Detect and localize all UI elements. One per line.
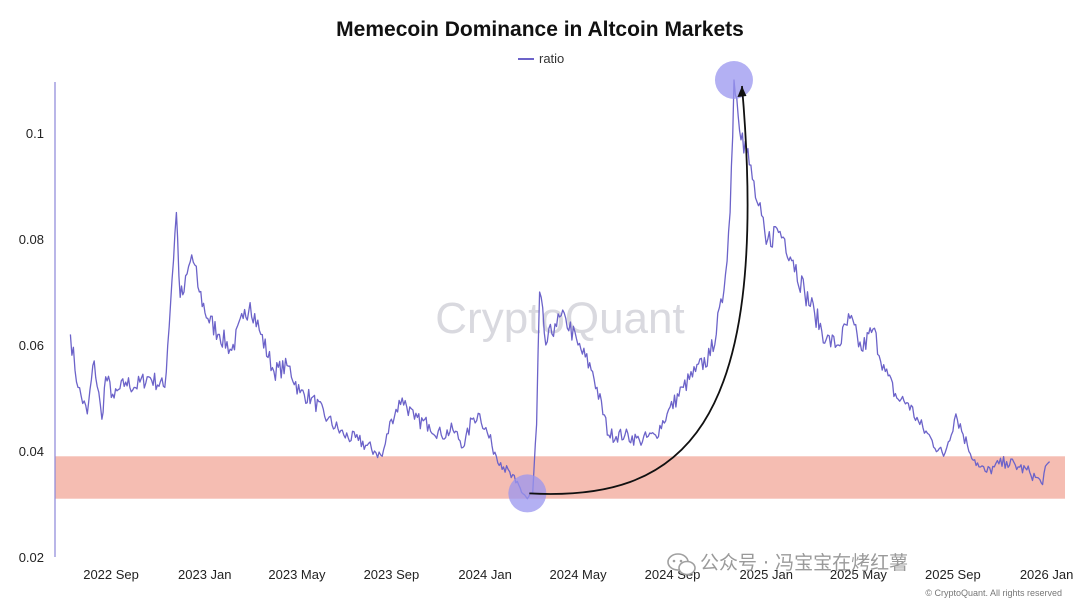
annotation-circle-low — [508, 474, 547, 513]
annotation-layer — [508, 61, 753, 513]
copyright-credit: © CryptoQuant. All rights reserved — [925, 588, 1062, 598]
wechat-overlay: 公众号 · 冯宝宝在烤红薯 — [667, 552, 908, 576]
annotation-circle-peak — [714, 61, 753, 99]
y-tick-label: 0.08 — [19, 232, 44, 247]
x-tick-label: 2025 Jan — [739, 567, 793, 582]
y-tick-label: 0.04 — [19, 444, 44, 459]
annotation-arrowhead — [737, 86, 747, 97]
series-line-ratio — [69, 79, 1051, 500]
legend-label: ratio — [539, 51, 564, 66]
watermark-text: CryptoQuant — [435, 294, 684, 343]
y-tick-label: 0.06 — [19, 338, 44, 353]
x-axis-ticks: 2022 Sep 2023 Jan 2023 May 2023 Sep 2024 Jan… — [83, 567, 1073, 582]
highlight-band-layer — [55, 456, 1065, 499]
x-tick-label: 2025 May — [830, 567, 888, 582]
y-tick-label: 0.1 — [26, 126, 44, 141]
series-layer — [69, 79, 1051, 500]
wechat-icon — [667, 553, 696, 576]
legend: ratio — [518, 51, 564, 66]
y-tick-label: 0.02 — [19, 550, 44, 565]
annotation-arrow — [529, 85, 749, 495]
y-axis-ticks: 0.02 0.04 0.06 0.08 0.1 — [19, 126, 44, 565]
x-tick-label: 2023 Jan — [178, 567, 232, 582]
highlight-band — [55, 456, 1065, 499]
x-tick-label: 2024 May — [550, 567, 608, 582]
chart-title: Memecoin Dominance in Altcoin Markets — [336, 18, 744, 41]
x-tick-label: 2023 Sep — [364, 567, 420, 582]
x-tick-label: 2025 Sep — [925, 567, 981, 582]
x-tick-label: 2026 Jan — [1020, 567, 1074, 582]
x-tick-label: 2024 Jan — [458, 567, 512, 582]
x-tick-label: 2023 May — [268, 567, 326, 582]
wechat-account-text: 公众号 · 冯宝宝在烤红薯 — [700, 552, 908, 574]
x-tick-label: 2022 Sep — [83, 567, 139, 582]
